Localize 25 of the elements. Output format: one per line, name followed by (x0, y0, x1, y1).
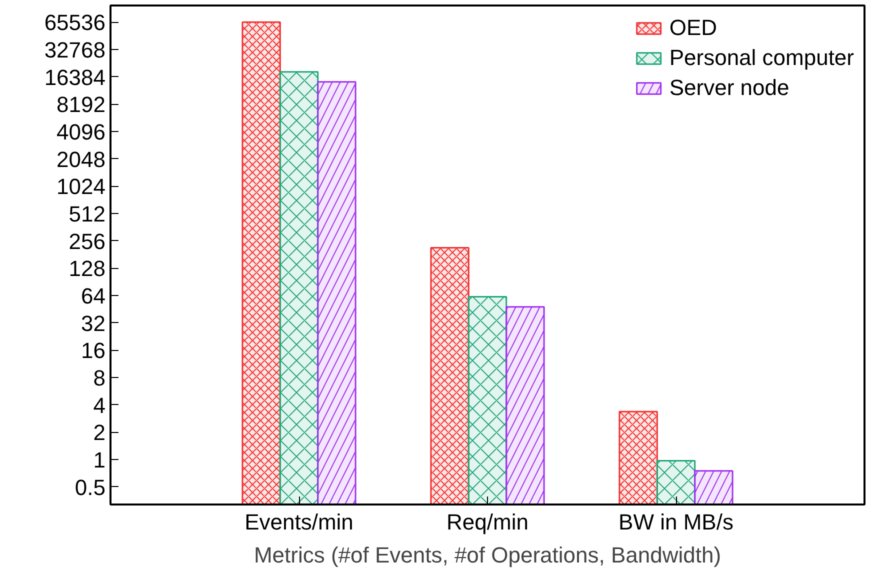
legend-label: OED (669, 15, 718, 41)
y-tick-label: 8192 (56, 92, 106, 118)
x-tick-label: Req/min (446, 510, 528, 534)
y-tick-label: 4096 (56, 120, 106, 145)
x-tick-label: BW in MB/s (618, 510, 734, 534)
y-tick-label: 128 (68, 256, 106, 282)
legend-label: Server node (669, 75, 790, 101)
y-tick-label: 1 (93, 448, 106, 473)
y-tick-label: 1024 (56, 174, 106, 200)
y-tick-label: 2 (93, 420, 106, 446)
y-tick-label: 65536 (44, 10, 106, 36)
x-axis-title: Metrics (#of Events, #of Operations, Bandwidth) (254, 542, 722, 568)
y-tick-label: 64 (81, 284, 106, 309)
y-tick-label: 0.5 (74, 474, 106, 500)
y-tick-label: 4 (93, 392, 106, 418)
y-tick-label: 256 (68, 228, 106, 254)
y-tick-label: 32 (81, 310, 106, 336)
y-tick-label: 8 (93, 366, 106, 391)
y-tick-label: 16384 (44, 64, 106, 90)
legend-label: Personal computer (669, 45, 854, 71)
y-tick-label: 32768 (44, 38, 106, 63)
y-tick-label: 2048 (56, 146, 106, 172)
y-tick-label: 512 (68, 202, 106, 227)
y-tick-label: 16 (81, 338, 106, 364)
x-tick-label: Events/min (244, 510, 354, 534)
